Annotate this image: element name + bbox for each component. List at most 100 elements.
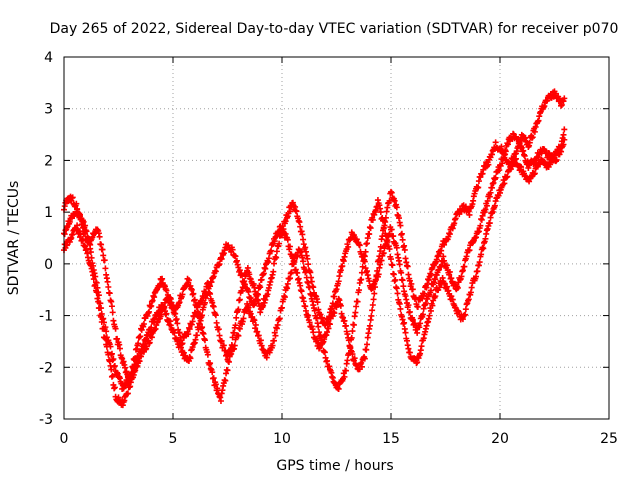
data-point [404,263,411,270]
x-axis-label: GPS time / hours [276,458,393,474]
data-point [356,242,363,249]
data-point [427,272,434,279]
data-point [388,226,395,233]
data-point [370,296,377,303]
data-point [406,308,413,315]
data-point [498,143,505,150]
data-point [232,322,239,329]
data-point [284,236,291,243]
data-point [347,344,354,351]
data-point [105,351,112,358]
data-point [501,180,508,187]
data-point [335,278,342,285]
data-point [436,284,443,291]
data-point [454,284,461,291]
data-point [187,355,194,362]
data-point [294,269,301,276]
data-point [427,307,434,314]
data-point [358,276,365,283]
data-point [342,322,349,329]
data-point [390,233,397,240]
data-point [341,317,348,324]
data-point [95,298,102,305]
data-point [105,284,112,291]
data-point [146,308,153,315]
data-point [321,349,328,356]
data-point [558,101,565,108]
data-point [110,355,117,362]
data-point [288,269,295,276]
data-point [200,330,207,337]
data-point [400,283,407,290]
data-point [252,321,259,328]
data-point [386,245,393,252]
data-point [492,174,499,181]
data-point [480,245,487,252]
data-point [381,222,388,229]
data-point [319,339,326,346]
data-point [352,309,359,316]
data-point [235,306,242,313]
data-point [474,268,481,275]
data-point [185,277,192,284]
data-point [368,312,375,319]
x-tick-label: 10 [273,431,291,447]
data-point [339,263,346,270]
y-tick-label: 4 [44,50,53,66]
data-point [345,243,352,250]
data-point [306,284,313,291]
data-point [429,302,436,309]
data-point [76,228,83,235]
data-point [462,311,469,318]
data-point [207,360,214,367]
data-point [392,276,399,283]
data-point [369,307,376,314]
y-tick-label: -2 [39,360,53,376]
data-point [273,254,280,261]
data-point [512,155,519,162]
data-point [559,135,566,142]
data-point [102,265,109,272]
data-point [210,375,217,382]
data-point [179,291,186,298]
data-point [374,267,381,274]
data-point [163,310,170,317]
data-point [561,126,568,133]
data-point [304,255,311,262]
data-point [396,261,403,268]
data-point [364,240,371,247]
data-point [354,298,361,305]
data-point [103,328,110,335]
data-point [241,278,248,285]
data-point [371,290,378,297]
data-point [200,294,207,301]
data-point [345,350,352,357]
data-point [558,138,565,145]
data-point [102,335,109,342]
data-point [199,324,206,331]
data-point [361,355,368,362]
data-point [411,320,418,327]
data-point [217,397,224,404]
data-point [476,259,483,266]
data-point [298,288,305,295]
data-point [466,211,473,218]
data-point [87,249,94,256]
x-tick-label: 0 [60,431,69,447]
data-point [526,139,533,146]
data-point [263,354,270,361]
data-point [305,261,312,268]
data-point [383,233,390,240]
data-point [112,325,119,332]
data-point [432,293,439,300]
data-point [393,204,400,211]
data-point [232,253,239,260]
data-point [560,131,567,138]
data-point [140,321,147,328]
data-point [95,292,102,299]
data-point [245,288,252,295]
data-point [402,329,409,336]
data-point [212,312,219,319]
data-point [268,247,275,254]
